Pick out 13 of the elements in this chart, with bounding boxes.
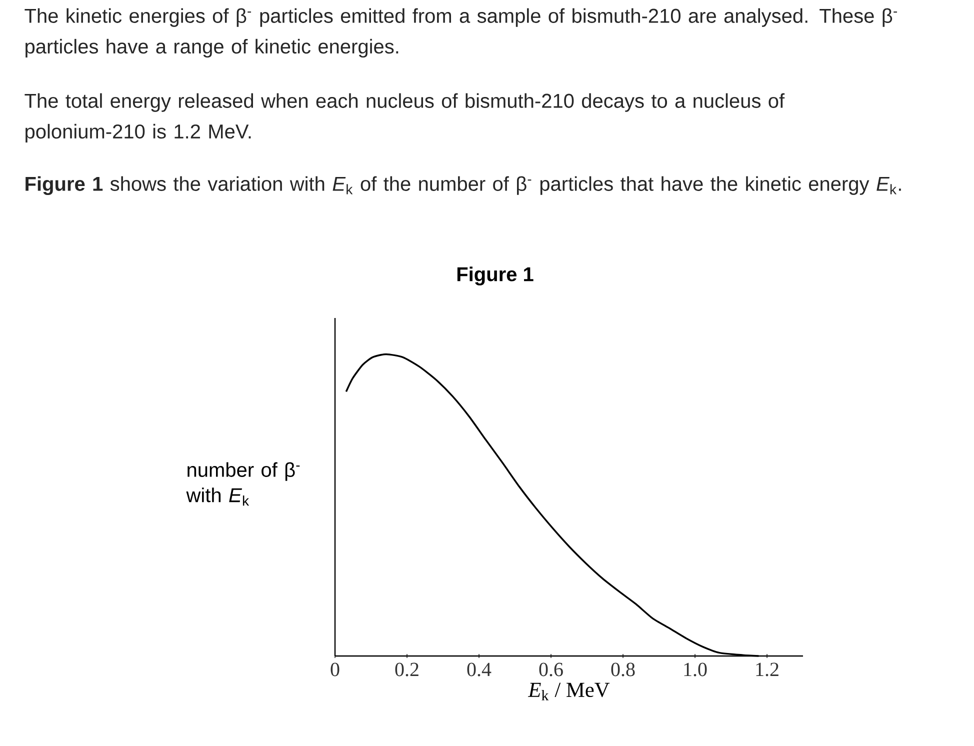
x-tick-label: 1.0 <box>684 662 707 676</box>
x-tick-label: 0 <box>330 662 340 676</box>
text: The kinetic energies of β$^{-}$ particles emitted from a sample of bismuth-210 are analysed. These β$^{-}$ particles have a range of kinetic energies. <box>24 8 898 58</box>
x-axis-title: E$_{k}$ / MeV <box>528 682 610 700</box>
x-tick-label: 1.2 <box>756 662 778 676</box>
x-tick-label: 0.4 <box>467 662 492 676</box>
x-tick-label: 0.2 <box>395 662 418 676</box>
x-tick-label: 0.8 <box>611 662 635 676</box>
text: number of β$^{-}$ with E$_{k}$ <box>186 462 300 506</box>
text: The total energy released when each nucleus of bismuth-210 decays to a nucleus of polonium-210 is 1.2 MeV. <box>24 93 785 143</box>
x-tick-label: 0.6 <box>539 662 563 676</box>
text: Figure 1 shows the variation with E$_{k}$ of the number of β$^{-}$ particles that have the kinetic energy E$_{k}$. <box>26 176 901 195</box>
chart-title: Figure 1 <box>457 266 534 286</box>
